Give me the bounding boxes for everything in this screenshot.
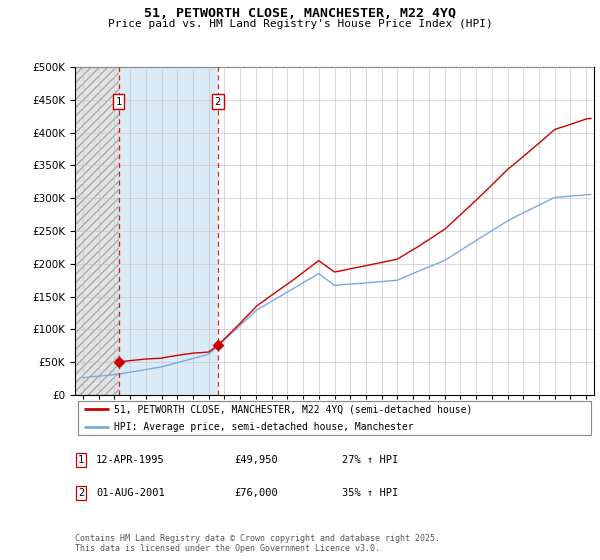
Bar (119, 67, 218, 395)
Bar (75, 67, 119, 395)
Text: 01-AUG-2001: 01-AUG-2001 (96, 488, 165, 498)
Text: £49,950: £49,950 (234, 455, 278, 465)
Text: 1: 1 (116, 96, 122, 106)
Text: 2: 2 (215, 96, 221, 106)
FancyBboxPatch shape (77, 400, 592, 435)
Text: HPI: Average price, semi-detached house, Manchester: HPI: Average price, semi-detached house,… (114, 422, 413, 432)
Text: Contains HM Land Registry data © Crown copyright and database right 2025.
This d: Contains HM Land Registry data © Crown c… (75, 534, 440, 553)
Text: 1: 1 (78, 455, 84, 465)
Text: 51, PETWORTH CLOSE, MANCHESTER, M22 4YQ (semi-detached house): 51, PETWORTH CLOSE, MANCHESTER, M22 4YQ … (114, 404, 472, 414)
Text: 51, PETWORTH CLOSE, MANCHESTER, M22 4YQ: 51, PETWORTH CLOSE, MANCHESTER, M22 4YQ (144, 7, 456, 20)
Text: Price paid vs. HM Land Registry's House Price Index (HPI): Price paid vs. HM Land Registry's House … (107, 19, 493, 29)
Text: 12-APR-1995: 12-APR-1995 (96, 455, 165, 465)
Text: £76,000: £76,000 (234, 488, 278, 498)
Text: 27% ↑ HPI: 27% ↑ HPI (342, 455, 398, 465)
Text: 35% ↑ HPI: 35% ↑ HPI (342, 488, 398, 498)
Bar (218, 67, 594, 395)
Text: 2: 2 (78, 488, 84, 498)
